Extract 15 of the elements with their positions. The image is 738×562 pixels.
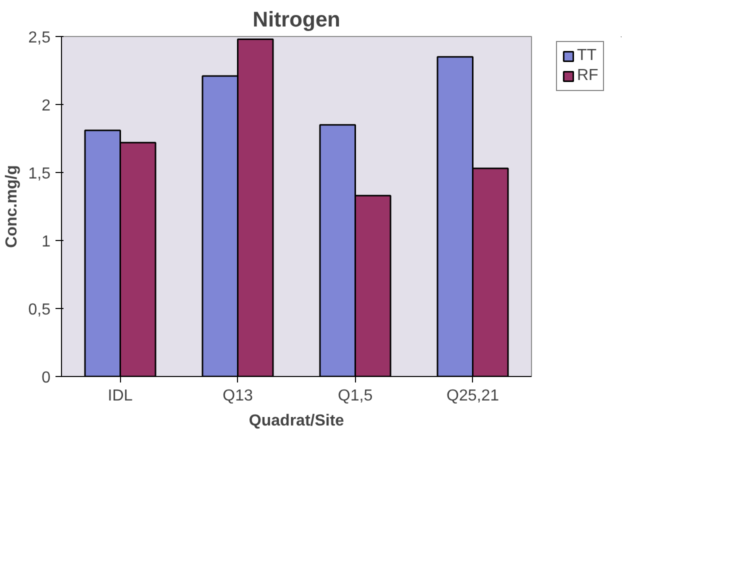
y-tick-label: 1,5: [28, 166, 51, 182]
y-tick-label: 0,5: [28, 302, 51, 318]
chart-title: Nitrogen: [252, 8, 340, 32]
x-axis-title: Quadrat/Site: [248, 412, 344, 430]
y-axis-title: Conc.mg/g: [3, 165, 20, 248]
y-tick-label: 2,5: [28, 30, 51, 46]
legend-label: TT: [577, 47, 597, 65]
x-tick-label: Q25,21: [446, 388, 500, 404]
x-tick-label: Q13: [222, 388, 253, 404]
y-tick-label: 0: [42, 370, 51, 386]
y-tick-label: 2: [42, 98, 51, 114]
legend-label: RF: [577, 67, 598, 85]
y-tick-label: 1: [42, 234, 51, 250]
x-tick-label: Q1,5: [338, 388, 373, 404]
x-tick-label: IDL: [108, 388, 133, 404]
